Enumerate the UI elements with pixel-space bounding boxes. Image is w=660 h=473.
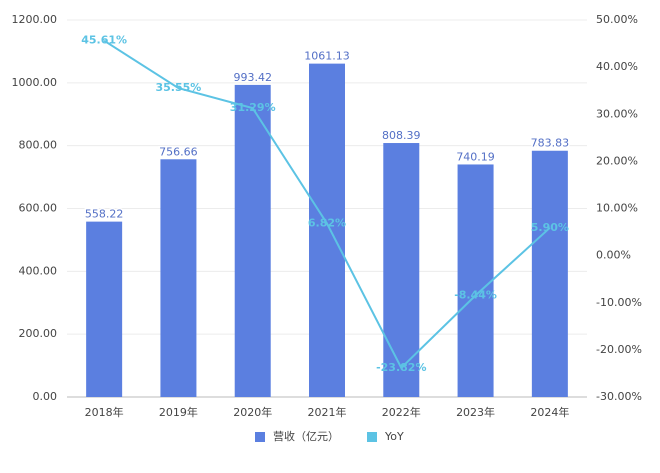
bar xyxy=(309,63,345,397)
bar-value-label: 740.19 xyxy=(456,150,495,163)
y2-tick-label: -30.00% xyxy=(596,390,642,403)
y-tick-label: 200.00 xyxy=(19,327,58,340)
line-value-label: 45.61% xyxy=(81,34,127,47)
line-value-label: 35.55% xyxy=(156,81,202,94)
y2-tick-label: -10.00% xyxy=(596,296,642,309)
legend-swatch xyxy=(255,432,265,442)
bar xyxy=(160,159,197,397)
bar-value-label: 808.39 xyxy=(382,129,421,142)
line-value-label: 31.29% xyxy=(230,101,276,114)
x-tick-label: 2019年 xyxy=(159,405,198,419)
legend-swatch xyxy=(367,432,377,442)
bar-value-label: 756.66 xyxy=(159,145,198,158)
y2-tick-label: 0.00% xyxy=(596,249,631,262)
line-value-label: 5.90% xyxy=(531,221,569,234)
y-tick-label: 1200.00 xyxy=(12,13,58,26)
y2-tick-label: 40.00% xyxy=(596,60,638,73)
x-tick-label: 2018年 xyxy=(85,405,124,419)
line xyxy=(103,39,551,370)
x-tick-label: 2020年 xyxy=(233,405,272,419)
x-tick-label: 2022年 xyxy=(382,405,421,419)
y2-tick-label: -20.00% xyxy=(596,343,642,356)
bar xyxy=(457,164,494,397)
bar-value-label: 783.83 xyxy=(531,137,570,150)
bar-value-label: 993.42 xyxy=(233,71,272,84)
y2-tick-label: 30.00% xyxy=(596,107,638,120)
y2-tick-label: 50.00% xyxy=(596,13,638,26)
bar xyxy=(86,221,123,397)
line-value-label: -8.44% xyxy=(454,288,497,301)
bar xyxy=(234,84,271,398)
x-tick-label: 2023年 xyxy=(456,405,495,419)
y-tick-label: 600.00 xyxy=(19,202,58,215)
y2-tick-label: 10.00% xyxy=(596,202,638,215)
bar xyxy=(383,143,420,397)
y-tick-label: 400.00 xyxy=(19,264,58,277)
bar xyxy=(531,150,568,397)
x-tick-label: 2024年 xyxy=(530,405,569,419)
line-value-label: -23.82% xyxy=(376,361,426,374)
y-tick-label: 800.00 xyxy=(19,139,58,152)
y2-tick-label: 20.00% xyxy=(596,154,638,167)
legend-label: YoY xyxy=(384,430,404,443)
bar-value-label: 1061.13 xyxy=(304,50,350,63)
y-tick-label: 0.00 xyxy=(33,390,58,403)
bar-value-label: 558.22 xyxy=(85,208,124,221)
x-tick-label: 2021年 xyxy=(308,405,347,419)
legend-label: 营收（亿元） xyxy=(273,429,339,443)
y-tick-label: 1000.00 xyxy=(12,76,58,89)
line-value-label: 6.82% xyxy=(308,216,346,229)
